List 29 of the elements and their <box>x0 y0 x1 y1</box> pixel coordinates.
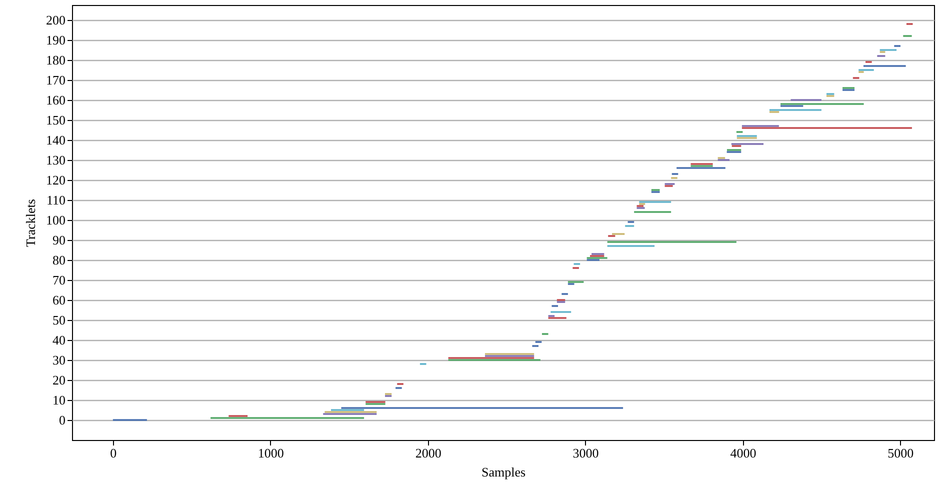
x-tick-label: 3000 <box>572 446 599 460</box>
y-tick-label: 190 <box>46 32 66 48</box>
y-tick-label: 80 <box>52 252 66 268</box>
y-tick-label: 0 <box>59 412 66 428</box>
y-tick-label: 30 <box>52 352 66 368</box>
y-tick-label: 180 <box>46 52 66 68</box>
y-tick-label: 70 <box>52 272 66 288</box>
y-tick-label: 90 <box>52 232 66 248</box>
x-tick-label: 5000 <box>888 446 914 460</box>
x-tick-label: 2000 <box>415 446 442 460</box>
x-tick-label: 1000 <box>258 446 284 460</box>
x-tick-label: 4000 <box>730 446 756 460</box>
y-tick-label: 40 <box>52 332 66 348</box>
y-tick-label: 200 <box>46 12 66 28</box>
y-tick-label: 110 <box>46 192 66 208</box>
y-tick-label: 130 <box>46 152 66 168</box>
y-tick-label: 20 <box>52 372 66 388</box>
x-tick-label: 0 <box>110 446 117 460</box>
y-axis-title: Tracklets <box>23 199 38 247</box>
y-tick-label: 120 <box>46 172 66 188</box>
y-tick-label: 160 <box>46 92 66 108</box>
y-tick-label: 150 <box>46 112 66 128</box>
y-tick-label: 60 <box>52 292 66 308</box>
y-tick-label: 170 <box>46 72 66 88</box>
y-tick-label: 140 <box>46 132 66 148</box>
y-tick-label: 100 <box>46 212 66 228</box>
x-axis-title: Samples <box>481 464 526 480</box>
y-tick-label: 50 <box>52 312 66 328</box>
y-tick-label: 10 <box>52 392 66 408</box>
